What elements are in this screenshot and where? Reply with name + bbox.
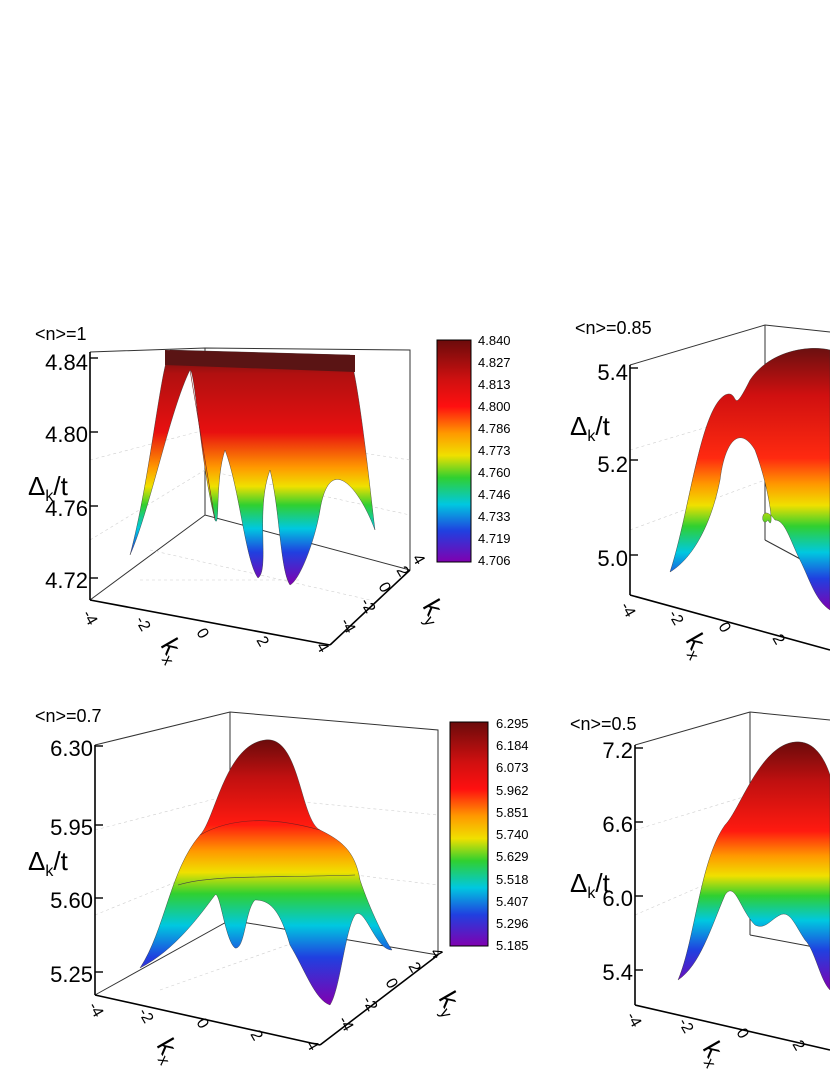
y-axis-title: ky <box>429 986 469 1021</box>
ztick-label: 5.60 <box>50 888 93 913</box>
panel-n07-z-axis: 6.30 5.95 5.60 5.25 <box>50 736 103 995</box>
colorbar-label: 5.407 <box>496 894 529 909</box>
panel-n07: 6.30 5.95 5.60 5.25 -4 -2 0 2 4 -4 -2 0 … <box>0 700 560 1070</box>
panel-title: <n>=0.7 <box>35 706 102 726</box>
panel-title: <n>=1 <box>35 324 87 344</box>
xtick-label: 4 <box>303 1038 322 1054</box>
colorbar-label: 4.813 <box>478 377 511 392</box>
ytick-label: 0 <box>382 976 401 992</box>
colorbar-label: 4.840 <box>478 333 511 348</box>
xtick-label: -2 <box>132 614 154 635</box>
panel-n07-x-axis: -4 -2 0 2 4 <box>85 994 322 1054</box>
panel-n085-z-axis: 5.4 5.2 5.0 <box>597 360 638 595</box>
panel-n05-plot: 7.2 6.6 6.0 5.4 -4 -2 0 2 <n>=0.5 Δk/t k… <box>570 711 830 1071</box>
panel-n1-z-axis: 4.84 4.80 4.76 4.72 <box>45 350 98 600</box>
ytick-label: -2 <box>357 596 379 617</box>
colorbar-label: 4.733 <box>478 509 511 524</box>
ytick-label: 4 <box>409 552 428 568</box>
ztick-label: 4.84 <box>45 350 88 375</box>
panel-n1-y-axis: -4 -2 0 2 4 <box>329 552 428 646</box>
colorbar-label: 6.184 <box>496 738 529 753</box>
panel-n085: 5.4 5.2 5.0 -4 -2 0 2 <n>=0.85 Δk/t kx <box>560 310 830 663</box>
colorbar-label: 4.706 <box>478 553 511 568</box>
colorbar-label: 4.760 <box>478 465 511 480</box>
colorbar-label: 4.827 <box>478 355 511 370</box>
panel-n05-z-axis: 7.2 6.6 6.0 5.4 <box>602 738 643 1005</box>
xtick-label: -4 <box>85 1000 107 1021</box>
colorbar-label: 5.851 <box>496 805 529 820</box>
colorbar-label: 5.629 <box>496 849 529 864</box>
ztick-label: 6.30 <box>50 736 93 761</box>
xtick-label: -4 <box>617 600 639 621</box>
panel-n07-colorbar: 6.295 6.184 6.073 5.962 5.851 5.740 5.62… <box>449 716 529 953</box>
z-axis-title: Δk/t <box>570 411 611 445</box>
panel-n1-plot: 4.84 4.80 4.76 4.72 -4 -2 0 2 4 -4 -2 0 … <box>28 324 511 668</box>
xtick-label: -4 <box>79 608 101 629</box>
ytick-label: -4 <box>337 616 359 637</box>
colorbar-label: 5.518 <box>496 872 529 887</box>
xtick-label: -4 <box>623 1010 645 1031</box>
panel-n085-surface <box>669 348 830 611</box>
z-axis-title: Δk/t <box>28 846 69 880</box>
ztick-label: 5.95 <box>50 815 93 840</box>
xtick-label: 2 <box>789 1038 808 1054</box>
panel-n1: 4.84 4.80 4.76 4.72 -4 -2 0 2 4 -4 -2 0 … <box>0 310 560 668</box>
ztick-label: 7.2 <box>602 738 633 763</box>
panel-n1-x-axis: -4 -2 0 2 4 <box>79 599 332 656</box>
panel-n05-surface <box>677 741 830 991</box>
colorbar-label: 4.719 <box>478 531 511 546</box>
colorbar-label: 5.740 <box>496 827 529 842</box>
panel-n085-plot: 5.4 5.2 5.0 -4 -2 0 2 <n>=0.85 Δk/t kx <box>570 318 830 663</box>
panel-n1-surface <box>129 349 376 586</box>
ztick-label: 5.0 <box>597 546 628 571</box>
z-axis-title: Δk/t <box>28 471 69 505</box>
y-axis-title: ky <box>413 594 453 629</box>
panel-title: <n>=0.85 <box>575 318 652 338</box>
ytick-label: 4 <box>427 946 446 962</box>
colorbar-label: 4.746 <box>478 487 511 502</box>
ztick-label: 4.80 <box>45 422 88 447</box>
colorbar-label: 6.295 <box>496 716 529 731</box>
xtick-label: 0 <box>193 626 212 642</box>
ztick-label: 4.76 <box>45 496 88 521</box>
panel-title: <n>=0.5 <box>570 714 637 734</box>
panel-n1-colorbar: 4.840 4.827 4.813 4.800 4.786 4.773 4.76… <box>436 333 511 568</box>
ztick-label: 4.72 <box>45 568 88 593</box>
x-axis-title: kx <box>676 628 716 663</box>
xtick-label: 0 <box>715 620 734 636</box>
ztick-label: 6.6 <box>602 812 633 837</box>
z-axis-title: Δk/t <box>570 868 611 902</box>
colorbar-label: 6.073 <box>496 760 529 775</box>
panel-n085-x-axis: -4 -2 0 2 <box>617 594 830 651</box>
colorbar-label: 5.185 <box>496 938 529 953</box>
ztick-label: 5.4 <box>602 960 633 985</box>
ytick-label: -2 <box>359 994 381 1015</box>
x-axis-title: kx <box>151 633 191 668</box>
x-axis-title: kx <box>147 1033 187 1068</box>
panel-n07-plot: 6.30 5.95 5.60 5.25 -4 -2 0 2 4 -4 -2 0 … <box>28 706 529 1068</box>
colorbar-label: 5.296 <box>496 916 529 931</box>
colorbar-label: 4.786 <box>478 421 511 436</box>
ztick-label: 5.4 <box>597 360 628 385</box>
xtick-label: 2 <box>253 634 272 650</box>
colorbar-label: 4.800 <box>478 399 511 414</box>
ztick-label: 5.2 <box>597 452 628 477</box>
colorbar-label: 4.773 <box>478 443 511 458</box>
panel-n07-surface <box>139 739 393 1006</box>
ztick-label: 6.0 <box>602 886 633 911</box>
xtick-label: -2 <box>665 608 687 629</box>
panel-n1-box <box>89 347 411 601</box>
ztick-label: 5.25 <box>50 962 93 987</box>
colorbar-label: 5.962 <box>496 783 529 798</box>
x-axis-title: kx <box>693 1036 733 1071</box>
panel-n05: 7.2 6.6 6.0 5.4 -4 -2 0 2 <n>=0.5 Δk/t k… <box>560 700 830 1071</box>
